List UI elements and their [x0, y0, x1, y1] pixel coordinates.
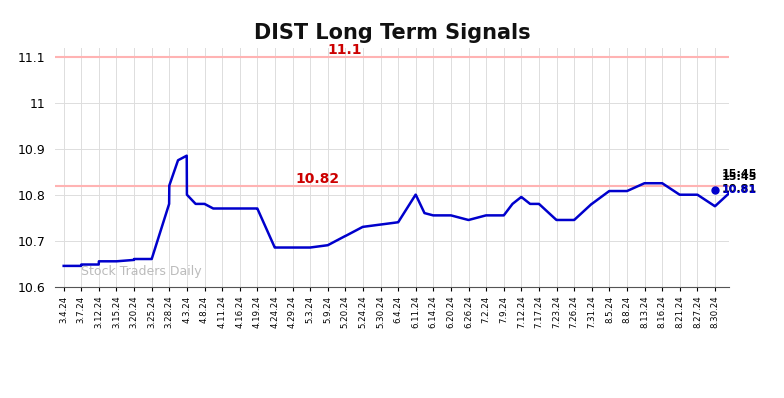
Text: 10.82: 10.82: [296, 172, 340, 185]
Text: 15:45
10.81: 15:45 10.81: [722, 172, 757, 193]
Text: 10.81: 10.81: [722, 185, 757, 195]
Text: 11.1: 11.1: [328, 43, 362, 57]
Text: Stock Traders Daily: Stock Traders Daily: [82, 265, 202, 278]
Text: 15:45: 15:45: [722, 169, 757, 179]
Title: DIST Long Term Signals: DIST Long Term Signals: [254, 23, 530, 43]
